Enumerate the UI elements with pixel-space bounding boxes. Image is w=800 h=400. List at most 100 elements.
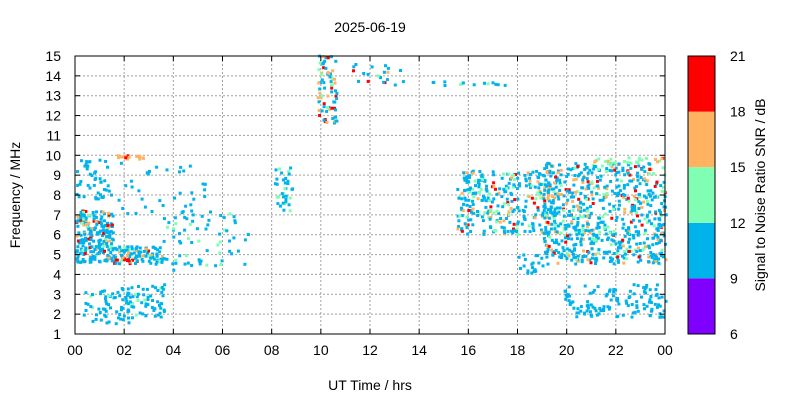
data-cell xyxy=(647,244,651,248)
data-cell xyxy=(165,168,169,172)
data-cell xyxy=(328,107,332,111)
data-cell xyxy=(555,212,559,216)
data-cell xyxy=(547,199,551,203)
data-cell xyxy=(610,238,614,242)
data-cell xyxy=(92,217,96,221)
data-cell xyxy=(94,226,97,230)
data-cell xyxy=(543,188,547,192)
data-cell xyxy=(496,204,500,208)
data-cell xyxy=(274,168,278,172)
data-cell xyxy=(331,117,335,120)
data-cell xyxy=(112,296,116,300)
data-cell xyxy=(119,317,123,321)
data-cell xyxy=(538,189,542,193)
data-cell xyxy=(523,218,527,221)
data-cell xyxy=(100,195,104,199)
data-cell xyxy=(653,184,657,188)
data-cell xyxy=(135,259,139,263)
data-cell xyxy=(205,249,209,253)
data-cell xyxy=(594,260,598,264)
data-cell xyxy=(569,213,573,217)
data-cell xyxy=(650,307,654,311)
data-cell xyxy=(178,170,181,174)
data-cell xyxy=(553,219,556,223)
data-cell xyxy=(489,205,493,209)
data-cell xyxy=(158,304,161,307)
data-cell xyxy=(643,287,647,291)
data-cell xyxy=(596,175,600,179)
data-cell xyxy=(476,181,480,185)
data-cell xyxy=(589,261,593,265)
data-cell xyxy=(647,219,651,223)
data-cell xyxy=(288,209,292,213)
data-cell xyxy=(366,79,370,83)
data-cell xyxy=(495,220,499,224)
data-cell xyxy=(76,215,80,218)
data-cell xyxy=(608,169,612,172)
data-cell xyxy=(99,318,103,322)
data-cell xyxy=(610,189,614,193)
data-cell xyxy=(236,249,240,253)
data-cell xyxy=(664,213,668,217)
data-cell xyxy=(122,258,126,262)
data-cell xyxy=(658,315,662,319)
data-cell xyxy=(82,241,86,244)
data-cell xyxy=(638,182,642,186)
data-cell xyxy=(95,232,99,236)
data-cell xyxy=(78,182,82,186)
data-cell xyxy=(116,290,120,294)
data-cell xyxy=(589,303,593,307)
data-cell xyxy=(492,211,496,215)
colorbar-label: Signal to Noise Ratio SNR / dB xyxy=(752,99,768,292)
data-cell xyxy=(110,212,114,216)
data-cell xyxy=(318,91,322,95)
data-cell xyxy=(158,311,162,315)
data-cell xyxy=(630,303,634,306)
data-cell xyxy=(648,314,652,317)
data-cell xyxy=(512,183,516,187)
data-cell xyxy=(627,237,631,241)
data-cell xyxy=(460,214,464,217)
data-cell xyxy=(118,250,121,254)
data-cell xyxy=(534,197,538,201)
data-cell xyxy=(492,173,496,177)
data-cell xyxy=(106,225,110,229)
data-cell xyxy=(460,229,464,233)
data-cell xyxy=(541,211,545,215)
data-cell xyxy=(642,247,646,251)
data-cell xyxy=(401,80,405,84)
data-cell xyxy=(108,233,112,237)
data-cell xyxy=(558,255,562,259)
data-cell xyxy=(124,248,127,252)
data-cell xyxy=(649,251,653,254)
data-cell xyxy=(146,172,150,176)
data-cell xyxy=(562,249,566,252)
data-cell xyxy=(615,215,619,219)
data-cell xyxy=(640,295,643,299)
data-cell xyxy=(585,220,589,224)
data-cell xyxy=(100,247,104,251)
data-cell xyxy=(536,191,540,195)
data-cell xyxy=(623,207,627,211)
data-cell xyxy=(590,314,594,318)
data-cell xyxy=(491,170,495,174)
data-cell xyxy=(560,256,563,260)
data-cell xyxy=(605,192,609,195)
data-cell xyxy=(595,226,599,230)
data-cell xyxy=(89,238,93,242)
data-cell xyxy=(582,237,586,241)
data-cell xyxy=(515,230,519,233)
y-tick-label: 15 xyxy=(45,48,61,64)
data-cell xyxy=(517,255,521,259)
data-cell xyxy=(593,306,597,310)
data-cell xyxy=(571,191,575,195)
data-cell xyxy=(103,249,106,253)
data-cell xyxy=(326,94,330,98)
data-cell xyxy=(568,233,572,237)
data-cell xyxy=(567,237,570,241)
data-cell xyxy=(155,252,159,256)
data-cell xyxy=(517,171,520,175)
data-cell xyxy=(173,216,177,220)
data-cell xyxy=(627,156,631,160)
data-cell xyxy=(622,261,626,265)
